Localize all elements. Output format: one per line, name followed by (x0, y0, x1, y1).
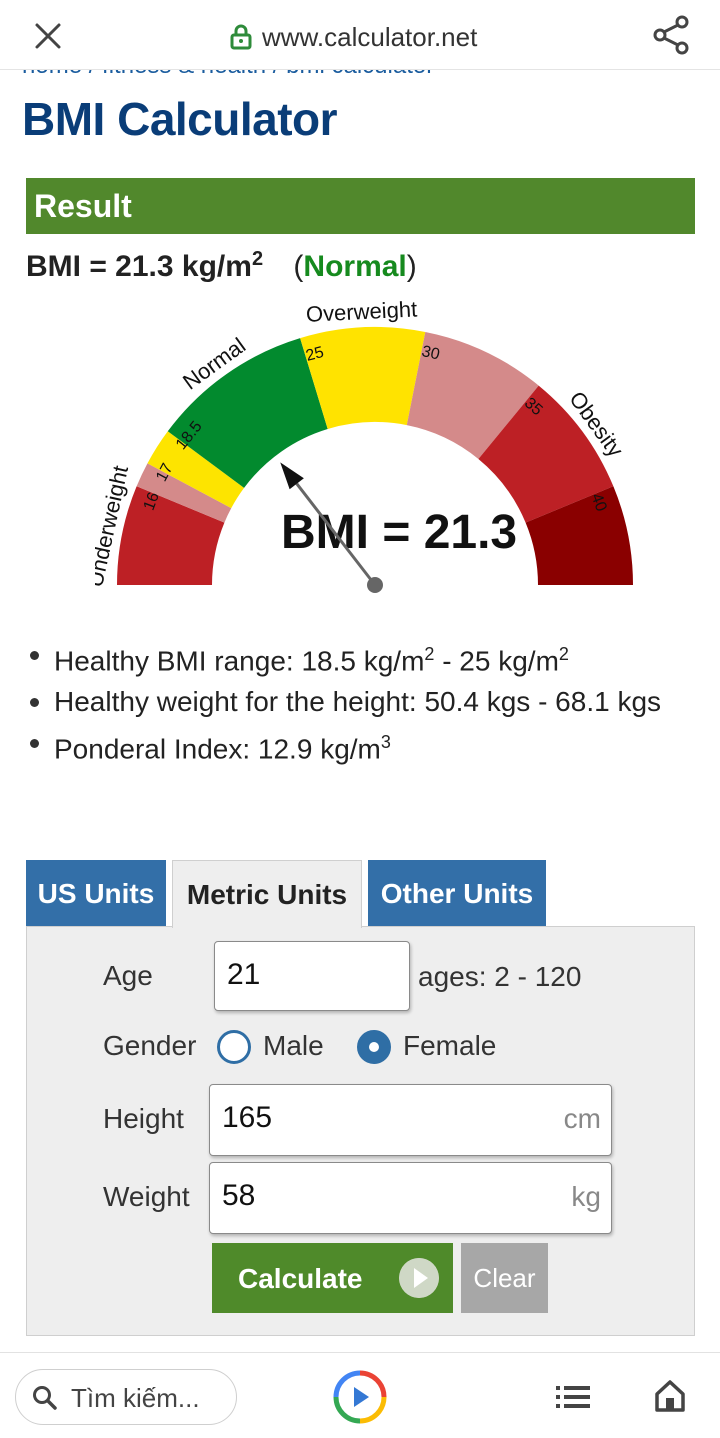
height-unit: cm (563, 1103, 601, 1134)
healthy-weight: Healthy weight for the height: 50.4 kgs … (28, 683, 698, 720)
menu-list-icon[interactable] (556, 1385, 590, 1409)
seg-severe-underweight (117, 486, 225, 585)
seg-mild-underweight (147, 431, 245, 509)
bmi-gauge: UnderweightNormalOverweightObesity161718… (95, 300, 633, 593)
play-icon (399, 1258, 439, 1298)
home-icon[interactable] (654, 1379, 686, 1413)
search-placeholder: Tìm kiếm... (71, 1383, 200, 1413)
search-icon (33, 1386, 57, 1410)
tab-metric-units[interactable]: Metric Units (172, 860, 362, 928)
seg-normal (167, 338, 328, 488)
gauge-tick-16: 16 (141, 490, 163, 513)
calculate-label: Calculate (238, 1263, 363, 1294)
lock-icon (230, 24, 252, 50)
category-wrapper: (Normal) (293, 250, 416, 283)
healthy-bmi-range-text-2: - 25 kg/m (434, 645, 559, 677)
address-bar[interactable]: www.calculator.net (230, 22, 477, 52)
age-label: Age (103, 960, 153, 991)
gauge-needle-head (280, 462, 304, 490)
bmi-unit-exponent: 2 (251, 248, 264, 270)
healthy-bmi-range: Healthy BMI range: 18.5 kg/m2 - 25 kg/m2 (28, 636, 698, 679)
weight-input[interactable]: 58 kg (209, 1162, 612, 1234)
gender-label: Gender (103, 1030, 197, 1061)
bmi-category: Normal (303, 250, 407, 283)
range-exponent: 2 (424, 644, 435, 664)
gender-male-label[interactable]: Male (263, 1030, 324, 1061)
gauge-tick-40: 40 (587, 491, 609, 514)
close-icon[interactable] (30, 18, 66, 54)
calculate-button[interactable]: Calculate (212, 1243, 453, 1313)
gauge-needle (295, 482, 377, 586)
height-input[interactable]: 165 cm (209, 1084, 612, 1156)
gauge-needle-hub (367, 577, 383, 593)
browser-bottom-bar: Tìm kiếm... (0, 1352, 720, 1438)
age-hint: ages: 2 - 120 (418, 961, 582, 992)
tab-us-units[interactable]: US Units (26, 860, 166, 927)
seg-moderate-underweight (136, 463, 232, 523)
bmi-value-text: BMI = 21.3 kg/m (26, 250, 252, 283)
seg-obese-class-1 (406, 331, 539, 459)
weight-value: 58 (222, 1179, 256, 1212)
gauge-tick-25: 25 (304, 344, 326, 365)
result-header: Result (26, 178, 695, 234)
clear-button[interactable]: Clear (461, 1243, 548, 1313)
ponderal-index: Ponderal Index: 12.9 kg/m3 (28, 724, 698, 767)
result-info-list: Healthy BMI range: 18.5 kg/m2 - 25 kg/m2… (28, 636, 698, 772)
tab-other-units[interactable]: Other Units (368, 860, 546, 927)
gauge-tick-30: 30 (420, 343, 441, 364)
age-value: 21 (227, 958, 261, 991)
gauge-tick-17: 17 (153, 461, 176, 485)
page-title: BMI Calculator (22, 93, 338, 145)
weight-unit: kg (571, 1181, 601, 1212)
ponderal-index-text: Ponderal Index: 12.9 kg/m (54, 733, 381, 765)
height-label: Height (103, 1103, 184, 1134)
healthy-bmi-range-text: Healthy BMI range: 18.5 kg/m (54, 645, 425, 677)
paren-open: ( (293, 250, 304, 283)
gender-female-radio[interactable] (357, 1030, 391, 1064)
range-exponent-2: 2 (558, 644, 569, 664)
share-icon[interactable] (650, 14, 692, 56)
gender-male-radio[interactable] (217, 1030, 251, 1064)
height-value: 165 (222, 1101, 273, 1134)
url-text: www.calculator.net (262, 21, 478, 52)
assistant-play-icon[interactable] (333, 1370, 387, 1424)
ponderal-exponent: 3 (380, 732, 391, 753)
age-input[interactable]: 21 (214, 941, 410, 1011)
browser-top-bar: www.calculator.net (0, 0, 720, 70)
seg-overweight (300, 327, 426, 430)
gauge-label-overweight: Overweight (305, 300, 417, 327)
seg-obese-class-2 (478, 385, 614, 523)
gauge-bmi-label: BMI = 21.3 (281, 506, 517, 559)
paren-close: ) (406, 250, 417, 283)
gender-female-label[interactable]: Female (403, 1030, 497, 1061)
seg-obese-class-3 (525, 486, 633, 585)
weight-label: Weight (103, 1181, 190, 1212)
bmi-result-line: BMI = 21.3 kg/m2 (Normal) (26, 248, 417, 284)
search-input[interactable]: Tìm kiếm... (15, 1369, 237, 1425)
